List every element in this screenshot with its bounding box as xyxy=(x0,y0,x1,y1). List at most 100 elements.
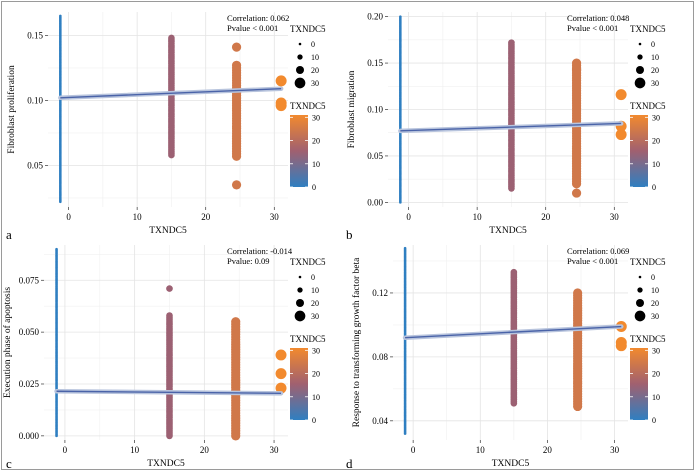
panel-b: 0 10 20 30 0.00 0.05 0.10 0.15 0.20 TXNDC5 Fibrobl… xyxy=(346,12,666,242)
size-legend-label: 10 xyxy=(311,286,319,295)
y-axis-label: Execution phase of apoptosis xyxy=(2,287,13,398)
x-axis-label: TXNDC5 xyxy=(149,226,187,236)
color-legend-title: TXNDC5 xyxy=(290,101,326,111)
color-legend-label: 0 xyxy=(652,416,656,425)
x-tick-label: 20 xyxy=(200,445,210,455)
color-legend-bar xyxy=(290,115,308,187)
y-tick-label: 0.15 xyxy=(27,30,43,40)
point xyxy=(231,317,241,327)
x-tick-label: 0 xyxy=(411,445,416,455)
x-tick-label: 30 xyxy=(270,212,280,222)
size-legend-dot xyxy=(297,287,303,293)
size-legend-label: 30 xyxy=(311,79,319,88)
color-legend-label: 20 xyxy=(652,370,660,379)
x-tick-label: 10 xyxy=(476,445,486,455)
x-tick-label: 30 xyxy=(610,445,620,455)
color-legend-label: 0 xyxy=(312,183,316,192)
x-tick-label: 20 xyxy=(543,445,553,455)
point xyxy=(231,60,242,70)
trend-line xyxy=(60,88,282,99)
size-legend-label: 30 xyxy=(651,312,659,321)
y-tick-label: 0.05 xyxy=(27,160,43,170)
size-legend-dot xyxy=(294,310,306,322)
plot-area xyxy=(44,245,288,440)
x-tick-label: 30 xyxy=(610,212,620,222)
color-legend-label: 30 xyxy=(312,346,320,355)
x-tick-label: 20 xyxy=(541,212,551,222)
plot-area xyxy=(393,245,628,440)
size-legend-label: 0 xyxy=(311,40,315,49)
size-legend-dot xyxy=(296,299,304,307)
size-legend-label: 20 xyxy=(651,66,659,75)
color-legend-label: 30 xyxy=(652,113,660,122)
color-legend-title: TXNDC5 xyxy=(290,334,326,344)
size-legend-dot xyxy=(636,66,644,74)
size-legend-dot xyxy=(297,54,303,60)
point xyxy=(403,246,407,250)
size-legend-label: 10 xyxy=(651,286,659,295)
size-legend-label: 0 xyxy=(651,273,655,282)
point xyxy=(166,312,173,319)
pvalue-text: Pvalue < 0.001 xyxy=(567,256,618,266)
correlation-text: Correlation: -0.014 xyxy=(227,246,293,256)
size-legend-dot xyxy=(634,310,646,322)
y-tick-label: 0.12 xyxy=(372,288,388,298)
color-legend-title: TXNDC5 xyxy=(630,334,666,344)
size-legend-dot xyxy=(638,275,642,279)
point xyxy=(615,340,627,352)
point xyxy=(615,129,627,141)
x-axis-label: TXNDC5 xyxy=(147,459,185,469)
data-points xyxy=(55,247,287,441)
panel-a: 0 10 20 30 0.05 0.10 0.15 TXNDC5 Fibroblast prol… xyxy=(6,12,326,242)
y-tick-label: 0.025 xyxy=(19,379,40,389)
size-legend-dot xyxy=(637,54,643,60)
y-tick-label: 0.04 xyxy=(372,416,388,426)
size-legend-dot xyxy=(638,42,642,46)
size-legend-label: 20 xyxy=(311,66,319,75)
y-tick-label: 0.00 xyxy=(367,197,383,207)
panel-label: a xyxy=(6,227,12,242)
pvalue-text: Pvalue < 0.001 xyxy=(227,23,278,33)
point xyxy=(275,349,287,361)
plot-area xyxy=(48,12,288,207)
y-tick-label: 0.05 xyxy=(367,151,383,161)
point-outlier xyxy=(231,180,242,190)
color-legend-label: 0 xyxy=(312,416,316,425)
y-tick-label: 0.15 xyxy=(367,58,383,68)
y-tick-label: 0.000 xyxy=(19,431,40,441)
color-legend-label: 0 xyxy=(652,183,656,192)
point xyxy=(59,14,62,18)
correlation-text: Correlation: 0.048 xyxy=(567,13,629,23)
size-legend-label: 0 xyxy=(651,40,655,49)
point-outlier xyxy=(231,42,242,52)
size-legend-dot xyxy=(296,66,304,74)
y-axis-label: Fibroblast migration xyxy=(347,70,357,148)
point xyxy=(571,58,582,68)
point xyxy=(510,268,518,276)
panel-label: d xyxy=(346,456,353,471)
trend-line xyxy=(56,390,282,395)
x-axis-label: TXNDC5 xyxy=(492,459,530,469)
trend-line xyxy=(400,122,622,132)
color-legend-label: 10 xyxy=(312,160,320,169)
color-legend-label: 20 xyxy=(652,137,660,146)
x-tick-label: 10 xyxy=(473,212,483,222)
color-legend-label: 20 xyxy=(312,137,320,146)
point-outlier xyxy=(571,64,582,75)
size-legend-dot xyxy=(298,42,302,46)
correlation-text: Correlation: 0.069 xyxy=(567,246,629,256)
color-legend-label: 30 xyxy=(652,346,660,355)
color-legend-bar xyxy=(630,348,648,420)
correlation-text: Correlation: 0.062 xyxy=(227,13,289,23)
x-tick-label: 0 xyxy=(63,445,68,455)
point-outlier xyxy=(166,285,173,292)
point xyxy=(55,247,58,251)
point xyxy=(275,368,287,380)
size-legend-label: 0 xyxy=(311,273,315,282)
color-legend-bar xyxy=(290,348,308,420)
size-legend-label: 10 xyxy=(651,53,659,62)
x-tick-label: 10 xyxy=(130,445,140,455)
color-legend-label: 20 xyxy=(312,370,320,379)
